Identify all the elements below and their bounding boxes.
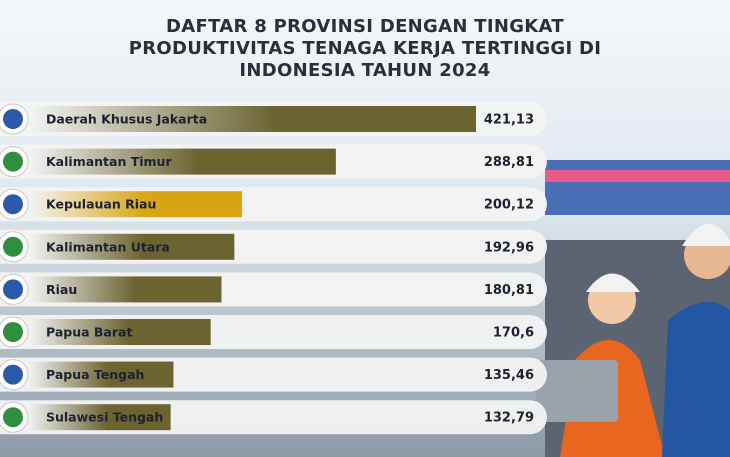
category-label: Papua Tengah (46, 367, 144, 382)
value-label: 135,46 (484, 368, 534, 383)
bar (30, 404, 171, 431)
province-logo-inner (3, 279, 23, 300)
chart-title: DAFTAR 8 PROVINSI DENGAN TINGKAT PRODUKT… (128, 16, 602, 81)
province-logo-inner (3, 194, 23, 215)
province-logo-inner (3, 151, 23, 172)
category-label: Daerah Khusus Jakarta (46, 112, 207, 127)
province-logo-inner (3, 236, 23, 257)
category-label: Kalimantan Utara (46, 239, 170, 254)
category-label: Riau (46, 282, 77, 297)
value-label: 170,6 (493, 326, 534, 341)
building (545, 160, 730, 215)
bar (30, 148, 336, 175)
value-label: 421,13 (484, 113, 534, 128)
laptop (536, 360, 618, 422)
province-logo-inner (3, 322, 23, 342)
value-label: 192,96 (484, 240, 534, 255)
category-label: Kepulauan Riau (46, 197, 156, 212)
helmet (682, 223, 730, 246)
value-label: 200,12 (484, 198, 534, 213)
province-logo-inner (3, 109, 23, 129)
helmet (586, 273, 640, 292)
category-label: Sulawesi Tengah (46, 410, 163, 425)
bar (30, 276, 222, 303)
bar (30, 361, 174, 388)
bar (30, 319, 211, 345)
bar (30, 106, 476, 132)
province-logo-inner (3, 407, 23, 428)
category-label: Kalimantan Timur (46, 154, 172, 169)
building-stripe (545, 170, 730, 182)
bar (30, 191, 242, 218)
value-label: 180,81 (484, 283, 534, 298)
value-label: 288,81 (484, 155, 534, 170)
bar (30, 233, 235, 260)
value-label: 132,79 (484, 411, 534, 426)
province-logo-inner (3, 364, 23, 385)
category-label: Papua Barat (46, 325, 132, 340)
worker-2 (662, 302, 730, 457)
